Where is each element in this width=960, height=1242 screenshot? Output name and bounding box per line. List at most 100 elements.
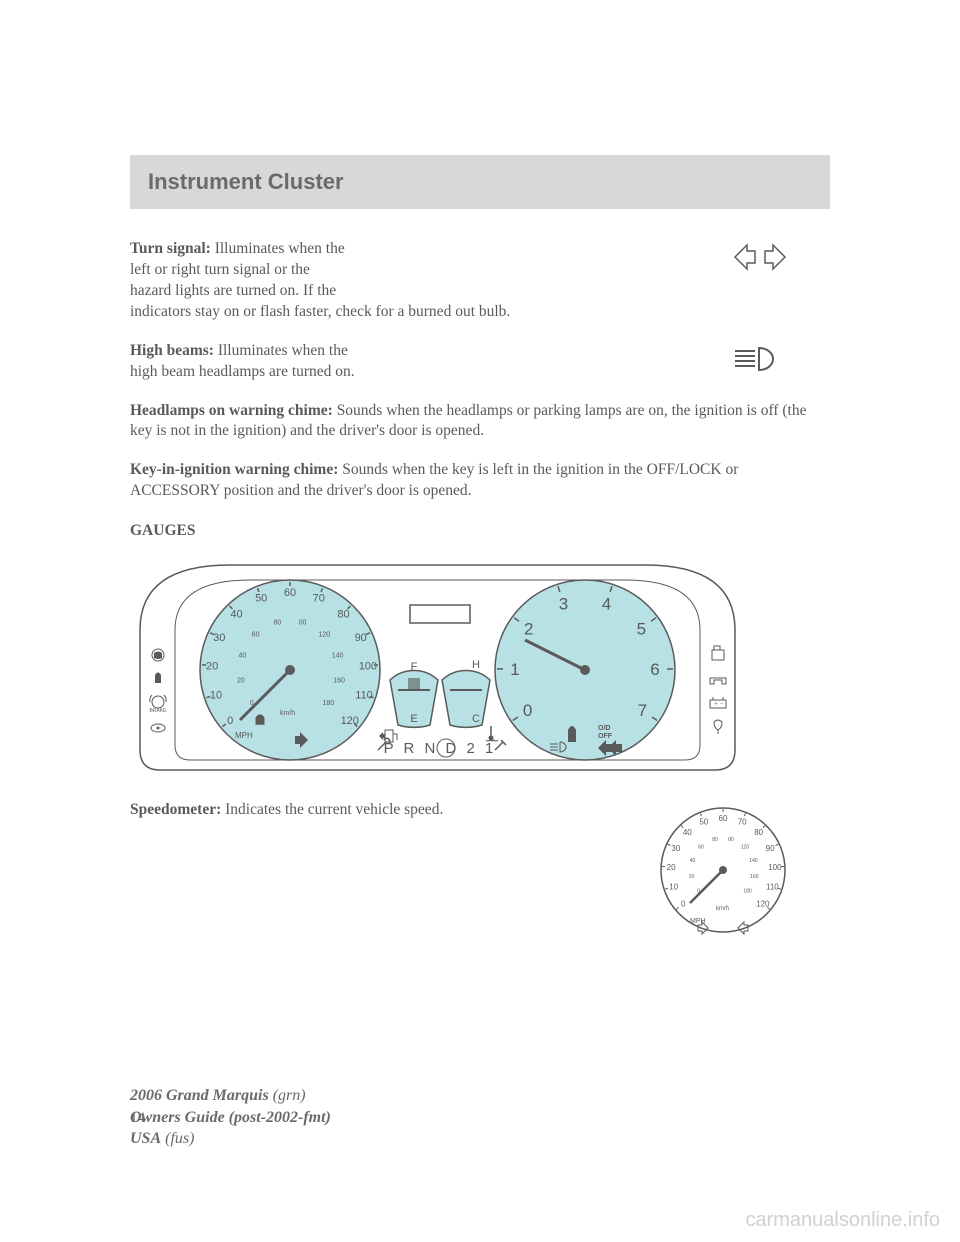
watermark: carmanualsonline.info [745,1209,940,1232]
speedometer-desc: Indicates the current vehicle speed. [221,801,443,818]
svg-text:60: 60 [252,632,260,639]
svg-text:60: 60 [284,587,296,599]
header-title: Instrument Cluster [148,169,812,195]
footer-region: USA [130,1130,161,1147]
svg-text:80: 80 [754,828,763,837]
svg-text:6: 6 [650,660,659,679]
svg-text:0: 0 [523,701,532,720]
svg-text:O/D: O/D [598,725,610,732]
footer: 2006 Grand Marquis (grn) Owners Guide (p… [130,1085,331,1150]
turn-signal-line2: left or right turn signal or the [130,261,310,278]
svg-text:100: 100 [359,661,377,673]
svg-text:180: 180 [322,700,334,707]
high-beam-icon [690,341,830,377]
turn-signal-line1: Illuminates when the [211,240,345,257]
high-beams-line2: high beam headlamps are turned on. [130,363,355,380]
svg-text:160: 160 [333,678,345,685]
svg-text:km/h: km/h [280,710,295,717]
header-bar: Instrument Cluster [130,155,830,209]
footer-guide: Owners Guide (post-2002-fmt) [130,1109,331,1126]
high-beams-line1: Illuminates when the [214,342,348,359]
svg-text:20: 20 [666,863,675,872]
cluster-diagram: BRAKE + − [130,550,745,780]
svg-text:120: 120 [756,900,770,909]
speedometer-text: Speedometer: Indicates the current vehic… [130,800,615,821]
svg-text:F: F [411,661,418,673]
high-beams-label: High beams: [130,342,214,359]
footer-model: 2006 Grand Marquis [130,1087,269,1104]
turn-signal-icon [690,239,830,275]
svg-text:20: 20 [206,661,218,673]
svg-text:E: E [410,713,417,725]
svg-text:0: 0 [227,715,233,727]
svg-text:C: C [472,713,480,725]
svg-text:H: H [472,659,480,671]
svg-text:180: 180 [743,889,752,895]
svg-text:−: − [720,700,724,708]
svg-text:110: 110 [765,883,778,892]
svg-text:140: 140 [749,858,758,864]
svg-text:120: 120 [318,632,330,639]
svg-text:40: 40 [230,608,242,620]
svg-text:MPH: MPH [690,918,706,925]
page-container: Instrument Cluster Turn signal: Illumina… [0,0,960,1127]
svg-text:0: 0 [680,900,685,909]
svg-text:2: 2 [524,620,533,639]
speedometer-label: Speedometer: [130,801,221,818]
svg-text:110: 110 [355,690,373,702]
svg-text:80: 80 [337,608,349,620]
turn-signal-text: Turn signal: Illuminates when the left o… [130,239,690,302]
svg-text:40: 40 [682,828,691,837]
svg-text:BRAKE: BRAKE [150,708,168,714]
svg-text:70: 70 [737,818,746,827]
svg-text:5: 5 [637,620,646,639]
svg-text:70: 70 [313,593,325,605]
turn-signal-line3: hazard lights are turned on. If the [130,282,336,299]
svg-text:90: 90 [765,844,774,853]
svg-text:km/h: km/h [716,906,729,912]
svg-text:40: 40 [689,858,695,864]
key-chime-section: Key-in-ignition warning chime: Sounds wh… [130,460,830,502]
svg-text:30: 30 [671,844,680,853]
svg-text:120: 120 [740,845,749,851]
footer-model-code: (grn) [273,1087,306,1104]
headlamps-chime-label: Headlamps on warning chime: [130,402,333,419]
turn-signal-line4: indicators stay on or flash faster, chec… [130,302,830,323]
high-beams-section: High beams: Illuminates when the high be… [130,341,830,383]
svg-text:50: 50 [699,818,708,827]
svg-text:140: 140 [332,653,344,660]
svg-text:40: 40 [238,653,246,660]
svg-text:1: 1 [510,660,519,679]
svg-text:+: + [714,700,718,708]
turn-signal-label: Turn signal: [130,240,211,257]
svg-text:20: 20 [688,874,694,880]
speedometer-section: Speedometer: Indicates the current vehic… [130,800,830,950]
svg-text:90: 90 [355,632,367,644]
svg-text:60: 60 [698,845,704,851]
svg-text:3: 3 [559,595,568,614]
svg-text:20: 20 [237,678,245,685]
svg-text:4: 4 [602,595,611,614]
svg-text:0: 0 [250,700,254,707]
gauges-heading: GAUGES [130,522,830,540]
svg-text:60: 60 [718,814,727,823]
high-beams-text: High beams: Illuminates when the high be… [130,341,690,383]
svg-text:160: 160 [750,874,759,880]
svg-text:50: 50 [255,593,267,605]
svg-text:30: 30 [213,632,225,644]
svg-text:00: 00 [299,620,307,627]
svg-text:MPH: MPH [235,731,253,740]
key-chime-label: Key-in-ignition warning chime: [130,461,338,478]
turn-signal-section: Turn signal: Illuminates when the left o… [130,239,830,302]
svg-text:7: 7 [638,701,647,720]
svg-text:10: 10 [669,883,678,892]
svg-text:OFF: OFF [598,733,613,740]
svg-text:100: 100 [768,863,782,872]
footer-region-code: (fus) [165,1130,194,1147]
svg-text:0: 0 [697,889,700,895]
speedometer-diagram: MPH km/h 0102030405060708090100110120020… [615,800,830,950]
svg-text:80: 80 [274,620,282,627]
svg-text:00: 00 [728,837,734,843]
headlamps-chime-section: Headlamps on warning chime: Sounds when … [130,401,830,443]
svg-text:80: 80 [712,837,718,843]
